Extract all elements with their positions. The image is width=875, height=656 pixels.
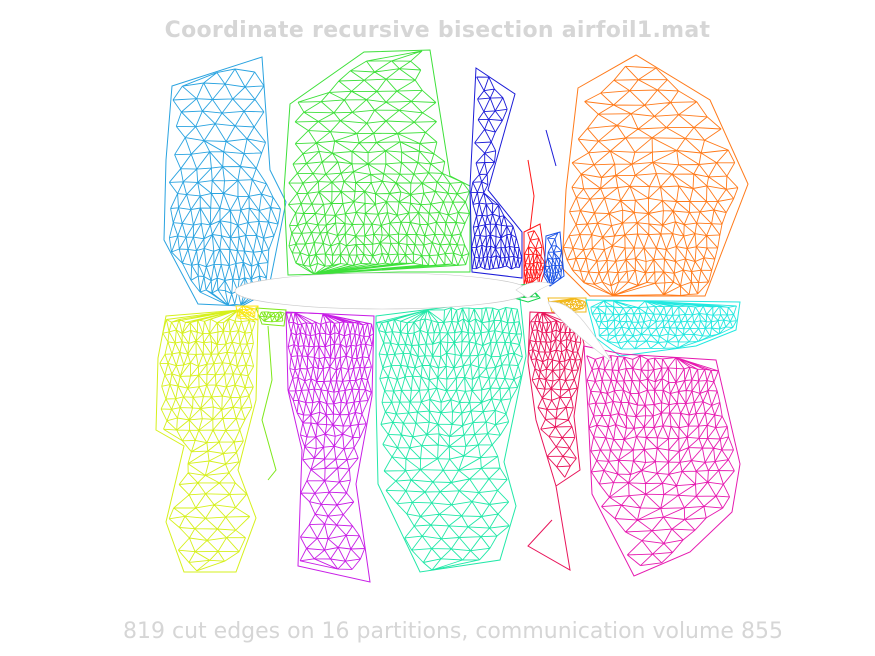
partition-9: [155, 309, 259, 573]
partition-13-edges: [528, 312, 582, 478]
partition-3-boundary: [469, 67, 523, 279]
partition-1: [163, 56, 287, 307]
airfoil-flap-element: [547, 301, 613, 363]
partition-3-strand: [545, 129, 557, 167]
partition-4: [561, 54, 749, 297]
partition-4-boundary: [561, 54, 749, 297]
partition-16: [235, 305, 259, 321]
partition-9-edges: [159, 309, 256, 572]
partition-11: [285, 311, 375, 583]
airfoil-main-element: [234, 272, 530, 310]
partition-4-edges: [562, 65, 739, 297]
partition-12: [375, 297, 527, 573]
mesh-layer: [155, 49, 749, 583]
partition-14-edges: [586, 355, 735, 567]
partition-1-edges: [168, 68, 281, 306]
partition-14: [583, 345, 741, 577]
partition-3-edges: [470, 76, 523, 270]
partition-10-boundary: [255, 307, 287, 327]
partition-8: [585, 299, 741, 357]
partition-6: [543, 231, 565, 287]
partition-2-edges: [288, 50, 470, 275]
partition-14-boundary: [583, 345, 741, 577]
partition-16-edges: [237, 305, 259, 317]
partition-2: [283, 49, 471, 276]
partition-10: [255, 307, 287, 327]
figure-title: Coordinate recursive bisection airfoil1.…: [164, 18, 711, 43]
partition-11-boundary: [285, 311, 375, 583]
partition-8-edges: [590, 300, 737, 350]
partition-5-edges: [523, 230, 546, 287]
partition-12-boundary: [375, 297, 527, 573]
partition-5: [523, 223, 547, 287]
figure-caption: 819 cut edges on 16 partitions, communic…: [123, 619, 783, 644]
partition-3: [469, 67, 523, 279]
partition-5-strand: [527, 159, 535, 231]
partition-10-edges: [259, 311, 285, 323]
airfoil-slat-element: [515, 281, 553, 299]
partition-12-edges: [376, 307, 523, 571]
partition-6-edges: [543, 232, 564, 286]
partition-11-edges: [286, 312, 374, 570]
partition-5-boundary: [523, 223, 547, 287]
partition-13: [527, 311, 585, 487]
partition-13-strand: [527, 485, 571, 571]
partition-10-strand: [261, 325, 277, 481]
partition-2-boundary: [283, 49, 471, 276]
